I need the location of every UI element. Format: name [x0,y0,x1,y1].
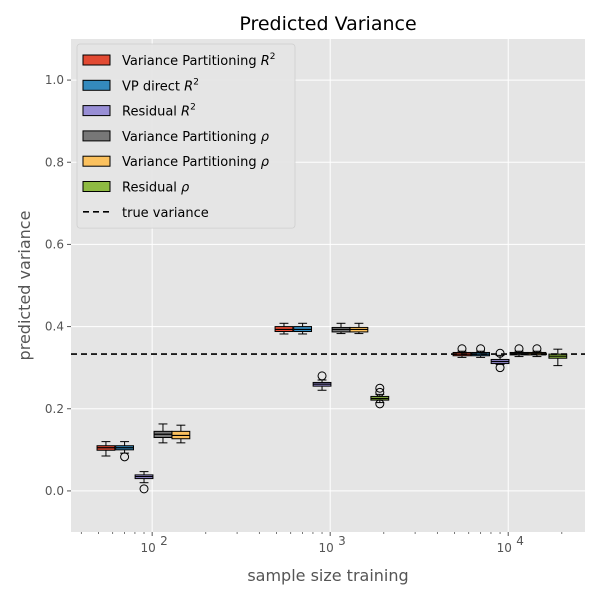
y-axis-ticks: 0.0 0.2 0.4 0.6 0.8 1.0 [45,73,71,498]
legend-label-text: Variance Partitioning [122,54,261,69]
x-tick-label: 10 [141,541,156,555]
legend-swatch [82,54,111,66]
box-plot [134,471,154,494]
outlier-point [317,371,327,381]
x-tick-exponent: 4 [516,534,524,548]
outlier-point [476,344,486,354]
legend-label-superscript: 2 [270,52,276,62]
box-plot [490,348,510,373]
y-tick-label: 0.4 [45,320,64,334]
legend-label-symbol: R [261,54,270,69]
legend-swatch [82,105,111,117]
legend-label-superscript: 2 [193,77,199,87]
legend-label-text: Variance Partitioning [122,130,261,145]
x-tick-exponent: 2 [160,534,168,548]
legend-label-symbol: R [184,79,193,94]
box-plot [548,348,568,367]
box-plots [96,322,568,494]
x-tick-exponent: 3 [338,534,346,548]
outlier-point [375,383,385,393]
grid [71,39,585,532]
outlier-point [139,484,149,494]
x-axis-label: sample size training [247,566,408,585]
x-tick-label: 10 [497,541,512,555]
y-tick-label: 0.2 [45,402,64,416]
box-plot [171,424,191,444]
box-plot [349,322,369,335]
outlier-point [375,387,385,397]
chart-title: Predicted Variance [239,13,416,35]
y-tick-label: 0.0 [45,484,64,498]
legend-swatch [82,130,111,142]
legend-label: Variance Partitioning ρ [122,130,270,145]
y-tick-label: 0.8 [45,155,64,169]
legend-label-superscript: 2 [190,103,196,113]
legend-label-symbol: ρ [261,130,270,145]
box-plot [312,371,332,391]
legend-label: Variance Partitioning ρ [122,155,270,170]
outlier-point [120,452,130,462]
outlier-point [514,344,524,354]
legend-label: Residual ρ [122,181,190,196]
legend-label-symbol: ρ [181,181,190,196]
legend-swatch [82,155,111,167]
legend-label: VP direct R2 [122,77,199,94]
legend-label-text: Residual [122,181,181,196]
outlier-point [457,344,467,354]
legend-swatch [82,79,111,91]
box-plot [293,322,313,335]
legend-label-text: Residual [122,105,181,120]
legend-frame [76,43,296,229]
x-axis-ticks: 10 2 10 3 10 4 [80,532,563,555]
outlier-point [375,399,385,409]
legend-label-text: VP direct [122,79,184,94]
legend-label: Variance Partitioning R2 [122,52,275,69]
legend-label-symbol: R [181,105,190,120]
legend-label-symbol: ρ [261,155,270,170]
outlier-point [495,363,505,373]
box-plot [96,441,116,457]
y-axis-label: predicted variance [15,211,34,361]
y-tick-label: 1.0 [45,73,64,87]
x-tick-label: 10 [319,541,334,555]
outlier-point [532,344,542,354]
legend-label: Residual R2 [122,103,196,120]
y-tick-label: 0.6 [45,237,64,251]
box-plot [115,441,134,462]
legend-swatch [82,181,111,192]
box-plot [370,383,390,409]
outlier-point [495,348,505,358]
box-plot [153,423,173,444]
legend-label: true variance [122,206,209,221]
box-plot [274,322,294,335]
legend-label-text: Variance Partitioning [122,155,261,170]
